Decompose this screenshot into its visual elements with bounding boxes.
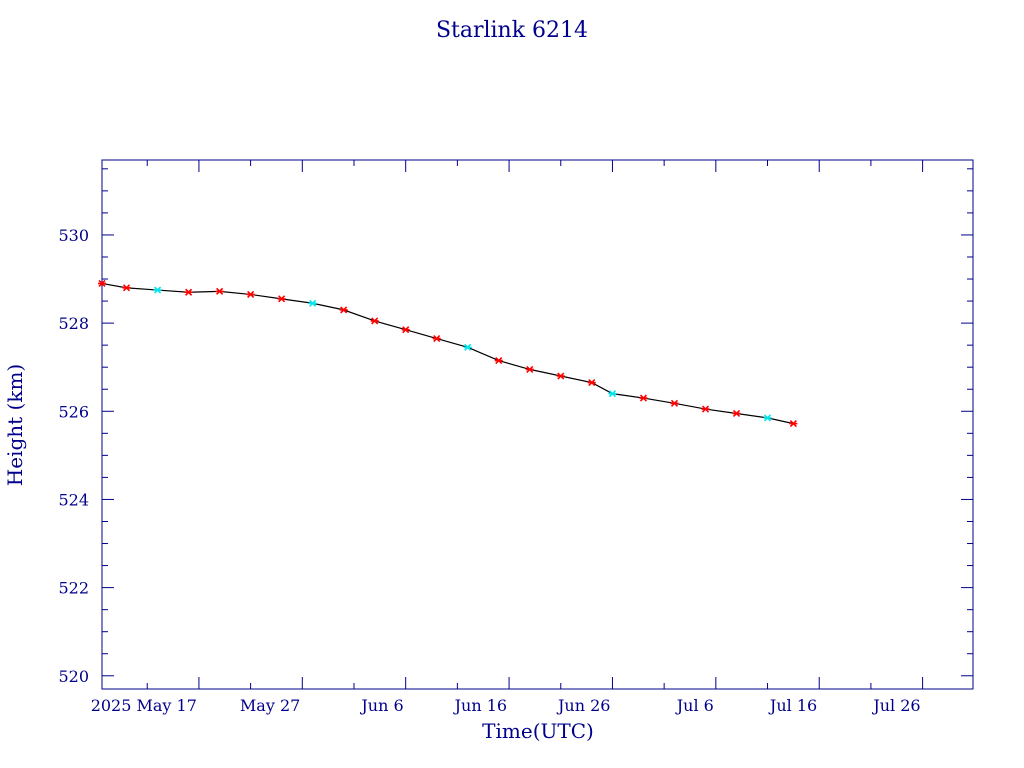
data-point: [308, 299, 317, 307]
chart-title: Starlink 6214: [436, 18, 588, 43]
data-point: [639, 394, 648, 402]
series-layer: [98, 279, 798, 428]
data-point: [701, 405, 710, 413]
data-point: [608, 390, 617, 398]
data-point: [98, 279, 106, 287]
data-point: [763, 414, 772, 422]
x-tick-label: Jun 6: [359, 696, 403, 715]
data-point: [556, 372, 565, 380]
x-tick-label: May 27: [240, 696, 300, 715]
data-point: [401, 326, 410, 334]
data-point: [122, 284, 131, 292]
data-point: [732, 409, 741, 418]
x-tick-label: Jun 26: [556, 696, 610, 715]
x-tick-label: Jun 16: [453, 696, 507, 715]
data-point: [789, 420, 798, 428]
y-tick-label: 528: [58, 314, 89, 333]
x-tick-label: 2025 May 17: [91, 696, 197, 715]
data-point: [277, 295, 286, 303]
plot-frame: [101, 159, 974, 690]
y-axis-label: Height (km): [3, 364, 27, 486]
x-tick-label: Jul 26: [871, 696, 920, 715]
data-point: [184, 288, 193, 296]
y-tick-label: 530: [58, 226, 89, 245]
data-point: [246, 290, 255, 299]
data-point: [670, 399, 679, 407]
data-point: [587, 379, 596, 387]
y-tick-label: 522: [58, 579, 89, 598]
data-point: [215, 287, 224, 295]
data-point: [494, 357, 503, 365]
x-tick-labels: 2025 May 17 May 27 Jun 6 Jun 16 Jun 26 Jul 6 J…: [91, 696, 921, 715]
y-tick-labels: 520 522 524 526 528 530: [58, 226, 89, 686]
tick-marks: [102, 160, 973, 689]
y-tick-label: 520: [58, 667, 89, 686]
data-point: [339, 306, 348, 314]
series-line: [101, 282, 794, 425]
data-point: [463, 343, 472, 351]
y-tick-label: 526: [58, 402, 89, 421]
x-axis-label: Time(UTC): [482, 719, 594, 743]
x-tick-label: Jul 16: [768, 696, 817, 715]
x-tick-label: Jul 6: [675, 696, 714, 715]
data-point: [432, 334, 441, 343]
data-point: [370, 317, 379, 325]
data-point: [525, 365, 534, 373]
data-point: [153, 286, 162, 294]
y-tick-label: 524: [58, 490, 89, 509]
